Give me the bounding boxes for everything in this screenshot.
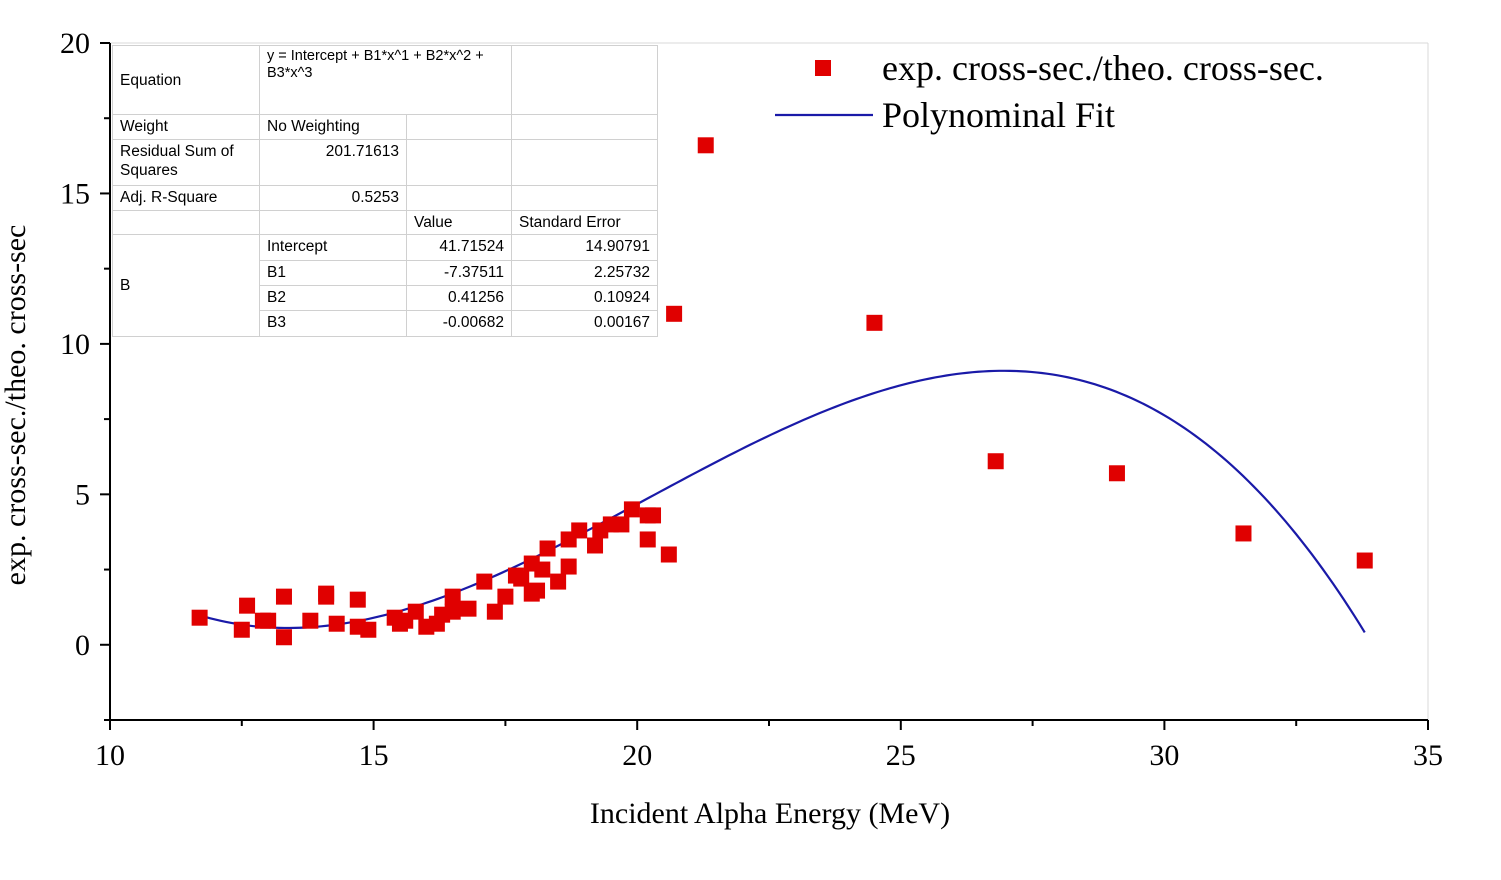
data-point: [191, 609, 208, 626]
data-point: [660, 546, 677, 563]
data-point: [539, 540, 556, 557]
data-point: [476, 573, 493, 590]
fit-curve-line: [199, 369, 1366, 633]
fit-results-table: Equation y = Intercept + B1*x^1 + B2*x^2…: [112, 44, 658, 337]
r2-label: Adj. R-Square: [112, 185, 260, 211]
data-point: [587, 537, 604, 554]
param-stderr: 2.25732: [511, 259, 658, 287]
x-tick-label: 25: [886, 739, 916, 772]
param-group-label: B: [112, 234, 260, 337]
param-stderr: 0.00167: [511, 310, 658, 337]
param-name: B3: [259, 310, 407, 337]
equation-empty-cell: [511, 44, 658, 116]
data-point: [233, 621, 250, 638]
param-stderr: 14.90791: [511, 234, 658, 261]
data-point: [239, 597, 256, 614]
data-point: [697, 137, 714, 154]
data-point: [360, 621, 377, 638]
data-point: [444, 603, 461, 620]
data-point: [571, 522, 588, 539]
rss-label: Residual Sum of Squares: [112, 138, 260, 187]
data-point: [260, 612, 277, 629]
x-tick-label: 20: [622, 739, 652, 772]
param-name: B1: [259, 259, 407, 287]
rss-empty-cell-2: [511, 138, 658, 187]
rss-empty-cell: [406, 138, 512, 187]
data-point: [407, 603, 424, 620]
r2-empty-cell-2: [511, 185, 658, 211]
data-point: [275, 629, 292, 646]
data-point: [349, 591, 366, 608]
data-point: [460, 600, 477, 617]
weight-empty-cell-2: [511, 114, 658, 140]
y-tick-label: 0: [75, 629, 90, 662]
param-value: 41.71524: [406, 234, 512, 261]
data-point: [639, 531, 656, 548]
rss-value: 201.71613: [259, 138, 407, 187]
r2-value: 0.5253: [259, 185, 407, 211]
data-point: [513, 570, 530, 587]
y-tick-label: 15: [60, 177, 90, 210]
data-point: [613, 516, 630, 533]
data-point: [560, 558, 577, 575]
data-point: [987, 453, 1004, 470]
y-tick-label: 20: [60, 27, 90, 60]
param-value: -0.00682: [406, 310, 512, 337]
data-point: [318, 588, 335, 605]
data-point: [497, 588, 514, 605]
legend-label-fit: Polynominal Fit: [882, 95, 1115, 135]
x-axis-title: Incident Alpha Energy (MeV): [590, 797, 950, 830]
data-point: [866, 314, 883, 331]
data-point: [550, 573, 567, 590]
y-tick-label: 5: [75, 478, 90, 511]
x-tick-label: 10: [95, 739, 125, 772]
data-point: [275, 588, 292, 605]
legend: exp. cross-sec./theo. cross-sec. Polynom…: [775, 48, 1324, 135]
y-tick-label: 10: [60, 328, 90, 361]
equation-value: y = Intercept + B1*x^1 + B2*x^2 + B3*x^3: [259, 44, 512, 116]
x-tick-label: 35: [1413, 739, 1443, 772]
legend-label-scatter: exp. cross-sec./theo. cross-sec.: [882, 48, 1324, 88]
param-stderr: 0.10924: [511, 285, 658, 312]
r2-empty-cell: [406, 185, 512, 211]
value-header: Value: [406, 209, 512, 236]
equation-label: Equation: [112, 44, 260, 116]
weight-value: No Weighting: [259, 114, 407, 140]
data-point: [529, 582, 546, 599]
y-axis-title: exp. cross-sec./theo. cross-sec: [0, 225, 32, 586]
x-tick-label: 15: [359, 739, 389, 772]
x-tick-label: 30: [1149, 739, 1179, 772]
data-point: [623, 501, 640, 518]
stderr-header: Standard Error: [511, 209, 658, 236]
data-point: [1235, 525, 1252, 542]
legend-marker-scatter: [815, 60, 831, 76]
data-point: [1108, 465, 1125, 482]
param-name: Intercept: [259, 234, 407, 261]
header-empty-cell-2: [259, 209, 407, 236]
data-point: [645, 507, 662, 524]
data-point: [486, 603, 503, 620]
data-point: [444, 588, 461, 605]
data-point: [302, 612, 319, 629]
param-value: 0.41256: [406, 285, 512, 312]
data-point: [328, 615, 345, 632]
weight-empty-cell: [406, 114, 512, 140]
data-point: [1356, 552, 1373, 569]
data-point: [666, 305, 683, 322]
param-value: -7.37511: [406, 259, 512, 287]
header-empty-cell: [112, 209, 260, 236]
data-point: [534, 561, 551, 578]
param-name: B2: [259, 285, 407, 312]
weight-label: Weight: [112, 114, 260, 140]
